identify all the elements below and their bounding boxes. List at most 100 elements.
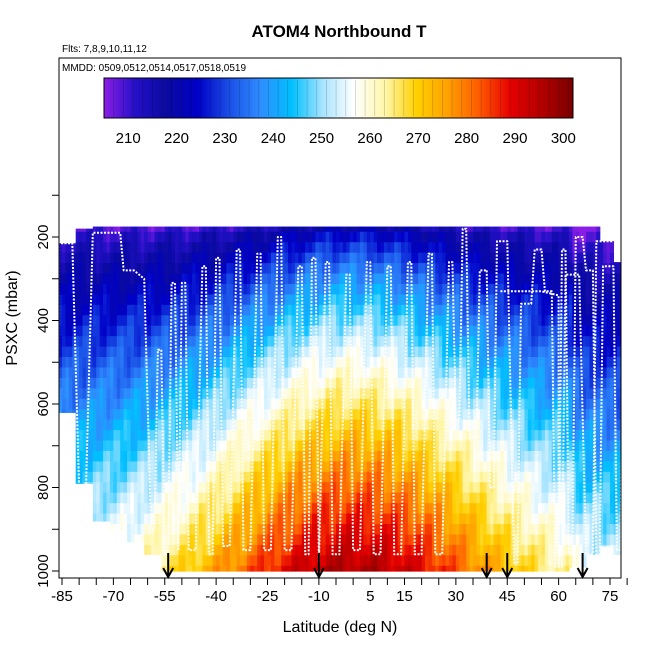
heatmap-cell bbox=[260, 242, 265, 254]
heatmap-cell bbox=[133, 492, 138, 504]
heatmap-cell bbox=[425, 440, 430, 452]
heatmap-cell bbox=[462, 252, 467, 264]
heatmap-cell bbox=[65, 315, 70, 327]
heatmap-cell bbox=[209, 388, 214, 400]
heatmap-cell bbox=[212, 430, 217, 442]
heatmap-cell bbox=[411, 544, 416, 556]
heatmap-cell bbox=[127, 482, 132, 494]
heatmap-cell bbox=[428, 461, 433, 473]
heatmap-cell bbox=[219, 231, 224, 243]
heatmap-cell bbox=[325, 471, 330, 483]
heatmap-cell bbox=[240, 409, 245, 421]
heatmap-cell bbox=[199, 492, 204, 504]
heatmap-cell bbox=[438, 534, 443, 546]
heatmap-cell bbox=[359, 377, 364, 389]
heatmap-cell bbox=[133, 263, 138, 275]
heatmap-cell bbox=[185, 471, 190, 483]
heatmap-cell bbox=[562, 398, 567, 410]
heatmap-cell bbox=[264, 430, 269, 442]
heatmap-cell bbox=[130, 263, 135, 275]
heatmap-cell bbox=[401, 388, 406, 400]
heatmap-cell bbox=[79, 242, 84, 254]
heatmap-cell bbox=[291, 304, 296, 316]
heatmap-cell bbox=[527, 294, 532, 306]
heatmap-cell bbox=[401, 346, 406, 358]
heatmap-cell bbox=[483, 524, 488, 536]
heatmap-cell bbox=[544, 346, 549, 358]
heatmap-cell bbox=[520, 419, 525, 431]
heatmap-cell bbox=[226, 524, 231, 536]
heatmap-cell bbox=[428, 450, 433, 463]
heatmap-cell bbox=[555, 430, 560, 442]
heatmap-cell bbox=[188, 283, 193, 296]
heatmap-cell bbox=[332, 398, 337, 410]
heatmap-cell bbox=[250, 336, 255, 348]
heatmap-cell bbox=[130, 315, 135, 327]
heatmap-cell bbox=[541, 544, 546, 556]
heatmap-cell bbox=[92, 430, 97, 442]
heatmap-cell bbox=[257, 513, 262, 525]
heatmap-cell bbox=[267, 283, 272, 296]
heatmap-cell bbox=[483, 534, 488, 546]
heatmap-cell bbox=[133, 252, 138, 264]
heatmap-cell bbox=[383, 231, 388, 243]
heatmap-cell bbox=[219, 263, 224, 275]
heatmap-cell bbox=[548, 283, 553, 296]
heatmap-cell bbox=[164, 304, 169, 316]
heatmap-cell bbox=[212, 357, 217, 369]
heatmap-cell bbox=[89, 367, 94, 379]
heatmap-cell bbox=[366, 367, 371, 379]
heatmap-cell bbox=[527, 367, 532, 379]
heatmap-cell bbox=[267, 565, 272, 572]
heatmap-cell bbox=[544, 430, 549, 442]
heatmap-cell bbox=[541, 388, 546, 400]
heatmap-cell bbox=[527, 263, 532, 275]
heatmap-cell bbox=[157, 325, 162, 337]
heatmap-cell bbox=[493, 398, 498, 410]
heatmap-cell bbox=[164, 524, 169, 536]
heatmap-cell bbox=[346, 336, 351, 348]
heatmap-cell bbox=[305, 555, 310, 567]
heatmap-cell bbox=[288, 283, 293, 296]
heatmap-cell bbox=[473, 304, 478, 316]
heatmap-cell bbox=[147, 377, 152, 389]
heatmap-cell bbox=[264, 231, 269, 243]
heatmap-cell bbox=[418, 294, 423, 306]
heatmap-cell bbox=[240, 492, 245, 504]
heatmap-cell bbox=[301, 534, 306, 546]
heatmap-cell bbox=[298, 231, 303, 243]
heatmap-cell bbox=[425, 388, 430, 400]
heatmap-cell bbox=[157, 440, 162, 452]
heatmap-cell bbox=[212, 252, 217, 264]
heatmap-cell bbox=[483, 482, 488, 494]
heatmap-cell bbox=[414, 377, 419, 389]
heatmap-cell bbox=[181, 226, 186, 233]
heatmap-cell bbox=[486, 544, 491, 556]
heatmap-cell bbox=[479, 346, 484, 358]
heatmap-cell bbox=[524, 503, 529, 515]
heatmap-cell bbox=[455, 398, 460, 410]
heatmap-cell bbox=[168, 283, 173, 296]
heatmap-cell bbox=[438, 325, 443, 337]
heatmap-cell bbox=[575, 471, 580, 483]
heatmap-cell bbox=[288, 231, 293, 243]
heatmap-cell bbox=[510, 524, 515, 536]
heatmap-cell bbox=[106, 263, 111, 275]
heatmap-cell bbox=[568, 377, 573, 389]
heatmap-cell bbox=[428, 377, 433, 389]
heatmap-cell bbox=[113, 294, 118, 306]
heatmap-cell bbox=[315, 419, 320, 431]
heatmap-cell bbox=[359, 304, 364, 316]
heatmap-cell bbox=[144, 419, 149, 431]
heatmap-cell bbox=[202, 503, 207, 515]
heatmap-cell bbox=[168, 503, 173, 515]
heatmap-cell bbox=[342, 471, 347, 483]
heatmap-cell bbox=[264, 524, 269, 536]
heatmap-cell bbox=[579, 315, 584, 327]
heatmap-cell bbox=[452, 252, 457, 264]
heatmap-cell bbox=[377, 544, 382, 556]
heatmap-cell bbox=[85, 430, 90, 442]
heatmap-cell bbox=[106, 513, 111, 522]
heatmap-cell bbox=[534, 263, 539, 275]
heatmap-cell bbox=[137, 461, 142, 473]
